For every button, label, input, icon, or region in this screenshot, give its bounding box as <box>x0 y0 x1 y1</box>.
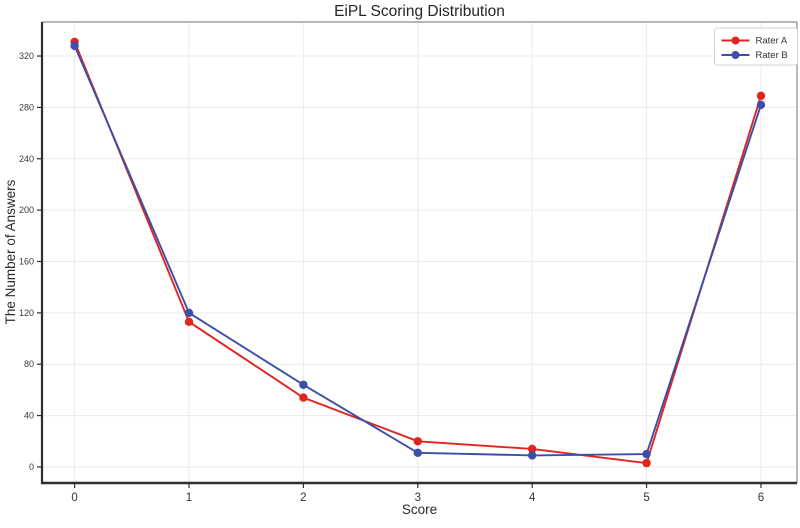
data-point-rater-a <box>299 393 308 402</box>
x-tick-label: 5 <box>643 492 649 504</box>
y-tick-label: 160 <box>19 256 34 266</box>
data-point-rater-b <box>70 41 79 50</box>
data-point-rater-a <box>642 458 651 468</box>
x-tick-label: 6 <box>758 492 764 504</box>
y-tick-label: 320 <box>19 51 34 61</box>
data-point-rater-b <box>413 448 422 458</box>
y-tick-label: 0 <box>29 462 34 472</box>
data-point-rater-a <box>184 317 194 327</box>
data-point-rater-b <box>299 380 308 389</box>
data-point-rater-a <box>413 437 422 446</box>
y-tick-label: 40 <box>24 411 34 421</box>
tick-layer: 0 1 2 3 4 5 6 0 40 80 120 160 200 240 280 320 <box>19 51 764 504</box>
x-tick-label: 2 <box>300 492 306 504</box>
y-tick-label: 80 <box>24 359 34 369</box>
series-layer <box>70 37 766 468</box>
legend-marker-icon <box>731 51 740 59</box>
legend-item-rater-b: Rater B <box>721 50 788 61</box>
data-point-rater-b <box>184 308 194 318</box>
legend: Rater A Rater B <box>714 27 798 66</box>
y-tick-label: 200 <box>19 205 34 215</box>
data-point-rater-b <box>527 451 537 460</box>
y-tick-label: 240 <box>19 154 34 164</box>
legend-label: Rater B <box>756 50 788 61</box>
data-point-rater-b <box>642 449 651 459</box>
legend-marker-icon <box>731 36 740 45</box>
chart-title: EiPL Scoring Distribution <box>334 3 505 20</box>
x-tick-label: 3 <box>415 492 421 504</box>
legend-label: Rater A <box>756 36 788 47</box>
y-tick-label: 120 <box>19 308 34 318</box>
data-point-rater-a <box>756 91 766 101</box>
spine-layer <box>40 21 798 485</box>
x-tick-label: 4 <box>529 492 536 504</box>
data-point-rater-a <box>527 444 537 454</box>
x-axis-label: Score <box>402 502 437 517</box>
data-point-rater-b <box>756 100 766 110</box>
legend-item-rater-a: Rater A <box>721 36 788 47</box>
grid-layer <box>42 22 797 483</box>
y-tick-label: 280 <box>19 102 34 112</box>
x-tick-label: 1 <box>186 492 192 504</box>
x-tick-label: 0 <box>71 492 77 504</box>
y-axis-label: The Number of Answers <box>3 179 18 324</box>
